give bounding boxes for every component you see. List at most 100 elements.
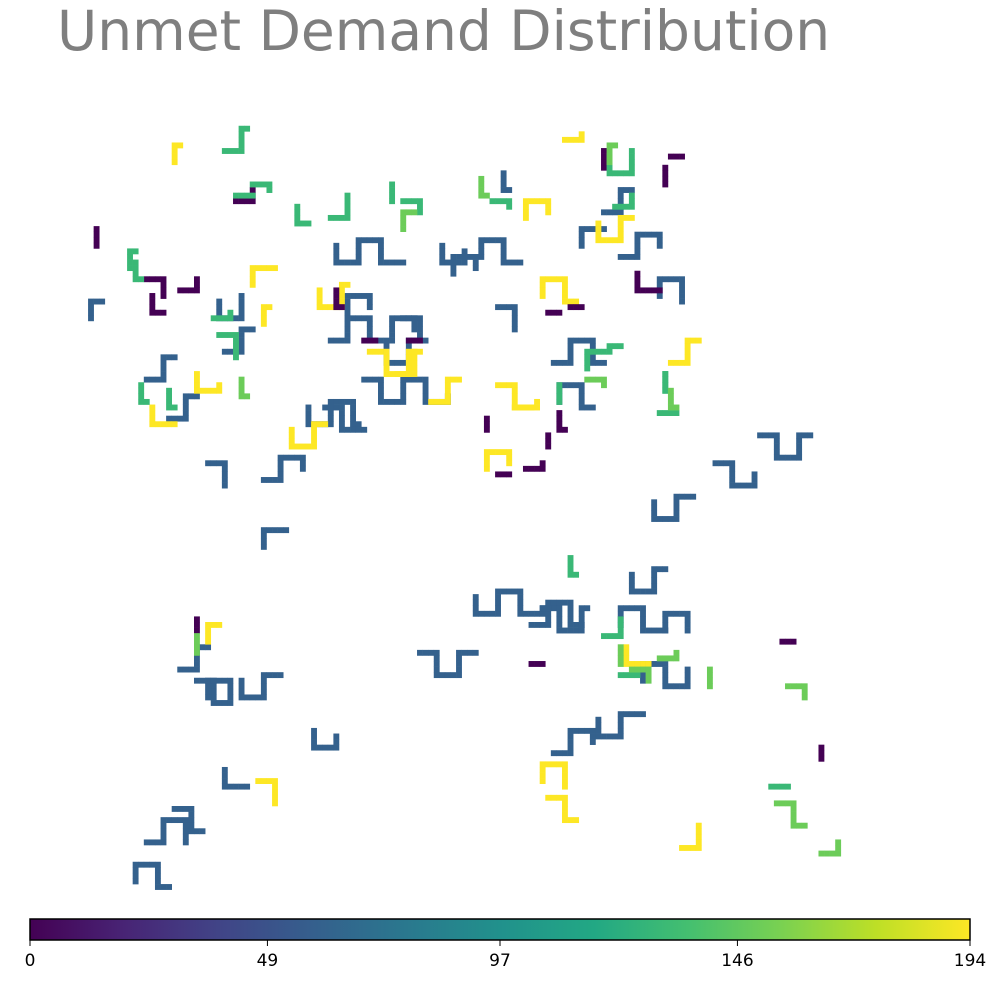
- heatmap-cell: [640, 287, 646, 294]
- heatmap-cell: [489, 610, 496, 617]
- heatmap-cell: [366, 332, 373, 338]
- heatmap-cell: [366, 304, 373, 311]
- heatmap-cell: [361, 337, 368, 344]
- heatmap-cell: [182, 287, 189, 294]
- heatmap-cell: [149, 276, 156, 283]
- heatmap-cell: [149, 839, 156, 846]
- heatmap-cell: [573, 571, 580, 578]
- heatmap-cell: [662, 655, 669, 662]
- heatmap-cell: [550, 605, 557, 612]
- heatmap-cell: [790, 454, 797, 461]
- heatmap-cell: [344, 293, 351, 299]
- heatmap-cell: [366, 293, 373, 299]
- heatmap-cell: [662, 516, 669, 522]
- heatmap-cell: [272, 477, 278, 483]
- heatmap-cell: [311, 432, 317, 439]
- heatmap-cell: [138, 398, 145, 405]
- heatmap-cell: [562, 298, 568, 305]
- heatmap-cell: [511, 320, 518, 327]
- heatmap-cell: [584, 354, 591, 361]
- heatmap-cell: [645, 287, 652, 294]
- heatmap-cell: [238, 315, 245, 322]
- heatmap-cell: [595, 716, 602, 723]
- heatmap-cell: [601, 359, 607, 366]
- heatmap-cell: [556, 605, 563, 612]
- heatmap-cell: [645, 627, 652, 634]
- heatmap-cell: [194, 627, 200, 634]
- heatmap-cell: [177, 666, 184, 673]
- heatmap-cell: [277, 527, 284, 534]
- heatmap-cell: [194, 644, 200, 651]
- heatmap-cell: [456, 259, 462, 266]
- heatmap-cell: [338, 281, 345, 288]
- heatmap-cell: [238, 393, 245, 400]
- heatmap-cell: [350, 404, 356, 411]
- heatmap-cell: [227, 332, 234, 338]
- heatmap-cell: [545, 432, 552, 439]
- heatmap-cell: [93, 242, 100, 249]
- heatmap-cell: [93, 226, 100, 232]
- heatmap-cell: [628, 214, 635, 221]
- heatmap-cell: [361, 426, 368, 433]
- heatmap-cell: [405, 359, 412, 366]
- heatmap-cell: [154, 309, 161, 316]
- heatmap-cell: [260, 538, 267, 545]
- heatmap-cell: [824, 850, 830, 857]
- heatmap-cell: [584, 605, 591, 612]
- heatmap-cell: [344, 326, 351, 333]
- heatmap-cell: [495, 605, 501, 612]
- heatmap-cell: [623, 655, 630, 662]
- heatmap-cell: [238, 298, 245, 305]
- heatmap-cell: [662, 181, 669, 188]
- heatmap-cell: [662, 376, 669, 383]
- heatmap-cell: [589, 376, 596, 383]
- heatmap-cell: [238, 142, 245, 149]
- heatmap-cell: [322, 744, 329, 751]
- heatmap-cell: [567, 382, 574, 389]
- heatmap-cell: [562, 287, 568, 294]
- heatmap-cell: [138, 387, 145, 394]
- heatmap-cell: [394, 398, 401, 405]
- heatmap-cell: [601, 237, 607, 244]
- heatmap-cell: [801, 688, 808, 695]
- heatmap-cell: [177, 142, 184, 149]
- heatmap-cell: [260, 532, 267, 539]
- heatmap-cell: [444, 398, 451, 405]
- heatmap-cell: [260, 477, 267, 483]
- heatmap-cell: [160, 817, 167, 824]
- heatmap-cell: [450, 265, 457, 272]
- heatmap-cell: [606, 164, 613, 171]
- heatmap-cell: [227, 348, 234, 355]
- heatmap-cell: [333, 304, 340, 311]
- heatmap-cell: [662, 672, 669, 679]
- heatmap-cell: [260, 265, 267, 272]
- colorbar-tick-label: 146: [721, 951, 753, 971]
- heatmap-cell: [567, 817, 574, 824]
- heatmap-cell: [154, 421, 161, 428]
- heatmap-cell: [272, 265, 278, 272]
- heatmap-cell: [617, 655, 624, 662]
- heatmap-cell: [606, 142, 613, 149]
- heatmap-cell: [338, 421, 345, 428]
- heatmap-cell: [138, 393, 145, 400]
- heatmap-cell: [684, 610, 691, 617]
- heatmap-cell: [807, 432, 814, 439]
- heatmap-cell: [606, 170, 613, 177]
- heatmap-cell: [690, 337, 697, 344]
- heatmap-cell: [205, 644, 212, 651]
- heatmap-cell: [210, 677, 217, 684]
- heatmap-cell: [539, 281, 546, 288]
- heatmap-cell: [495, 610, 501, 617]
- heatmap-cell: [444, 672, 451, 679]
- heatmap-cell: [667, 655, 674, 662]
- heatmap-cell: [188, 287, 195, 294]
- heatmap-cell: [662, 610, 669, 617]
- heatmap-cell: [640, 672, 646, 679]
- heatmap-cell: [182, 828, 189, 835]
- heatmap-cell: [160, 293, 167, 299]
- heatmap-cell: [238, 376, 245, 383]
- heatmap-cell: [221, 677, 228, 684]
- heatmap-cell: [495, 599, 501, 606]
- heatmap-cell: [244, 125, 251, 132]
- heatmap-cell: [617, 661, 624, 667]
